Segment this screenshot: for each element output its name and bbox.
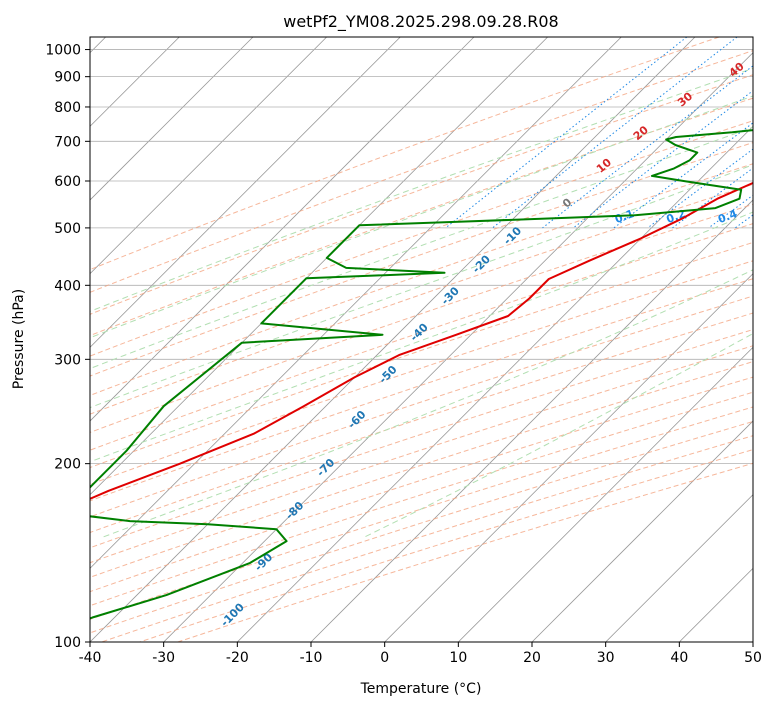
temperature-profile-line bbox=[90, 181, 753, 500]
y-tick-label: 600 bbox=[54, 174, 81, 190]
isotherm-line bbox=[90, 37, 622, 569]
dry-adiabat-line bbox=[90, 97, 753, 337]
dry-adiabat-line bbox=[90, 203, 753, 433]
x-tick-label: -40 bbox=[79, 650, 102, 666]
dry-adiabat-line bbox=[90, 37, 720, 271]
y-tick-label: 800 bbox=[54, 100, 81, 116]
x-tick-label: 10 bbox=[449, 650, 467, 666]
isotherm-line bbox=[384, 273, 753, 642]
y-tick-label: 1000 bbox=[45, 43, 81, 59]
isotherm-line bbox=[90, 37, 254, 201]
wetbulb-label: -20 bbox=[470, 252, 493, 275]
isotherm-line bbox=[458, 346, 753, 642]
isotherm-line bbox=[752, 641, 753, 642]
y-tick-label: 700 bbox=[54, 134, 81, 150]
dry-adiabat-line bbox=[90, 391, 753, 607]
y-tick-label: 200 bbox=[54, 457, 81, 473]
moist-adiabat-line bbox=[90, 164, 753, 409]
isotherm-line bbox=[310, 199, 753, 642]
dry-adiabat-line bbox=[90, 295, 753, 518]
dry-adiabat-line bbox=[90, 345, 753, 564]
dry-adiabat-line bbox=[90, 142, 753, 377]
dry-adiabat-line bbox=[90, 329, 753, 549]
y-tick-label: 900 bbox=[54, 70, 81, 86]
x-tick-label: 20 bbox=[523, 650, 541, 666]
isotherm-line bbox=[163, 52, 753, 642]
isotherm-line bbox=[531, 420, 753, 642]
dry-adiabat-line bbox=[90, 312, 753, 534]
wetbulb-label: -30 bbox=[439, 284, 462, 307]
dry-adiabat-line bbox=[90, 163, 753, 396]
isotherm-line bbox=[90, 37, 696, 642]
dry-adiabat-line bbox=[90, 361, 753, 578]
moist-adiabat-line bbox=[362, 332, 753, 539]
dry-adiabat-line bbox=[90, 376, 753, 593]
lcl-label: 20 bbox=[631, 123, 651, 143]
sounding-profiles bbox=[90, 129, 753, 620]
wetbulb-label: -60 bbox=[345, 408, 368, 431]
dry-adiabat-line bbox=[90, 278, 753, 502]
isotherm-line bbox=[90, 37, 548, 496]
x-tick-label: -30 bbox=[152, 650, 175, 666]
moist-adiabat-line bbox=[90, 67, 753, 312]
wetbulb-label: -100 bbox=[218, 600, 247, 629]
mixing-ratio-label: 0.4 bbox=[716, 207, 739, 226]
y-tick-label: 100 bbox=[54, 635, 81, 651]
dry-adiabat-line bbox=[177, 462, 753, 642]
lcl-label: 30 bbox=[675, 89, 695, 109]
chart-title: wetPf2_YM08.2025.298.09.28.R08 bbox=[283, 12, 558, 32]
isotherm-line bbox=[605, 494, 753, 642]
dry-adiabat-line bbox=[90, 241, 753, 469]
x-tick-label: -10 bbox=[300, 650, 323, 666]
wetbulb-label: -40 bbox=[408, 320, 431, 343]
wetbulb-label: -50 bbox=[376, 363, 399, 386]
isotherm-line bbox=[237, 125, 753, 642]
dewpoint-profile-line bbox=[90, 129, 753, 620]
y-tick-label: 500 bbox=[54, 221, 81, 237]
isotherm-line bbox=[90, 37, 401, 348]
lcl-label: 0 bbox=[560, 195, 574, 210]
isotherm-line bbox=[90, 37, 475, 422]
y-tick-label: 300 bbox=[54, 352, 81, 368]
plot-area bbox=[90, 37, 753, 642]
mixing-ratio-line bbox=[492, 37, 738, 229]
y-tick-label: 400 bbox=[54, 278, 81, 294]
dry-adiabat-line bbox=[90, 74, 753, 315]
dry-adiabat-line bbox=[90, 260, 753, 485]
mixing-ratio-line bbox=[572, 90, 753, 229]
x-tick-label: 30 bbox=[597, 650, 615, 666]
isotherm-line bbox=[679, 567, 753, 642]
mixing-ratio-line bbox=[672, 167, 753, 229]
x-tick-label: 0 bbox=[380, 650, 389, 666]
dry-adiabat-line bbox=[90, 50, 753, 293]
isotherm-line bbox=[90, 37, 327, 275]
dry-adiabat-line bbox=[90, 183, 753, 415]
x-tick-label: -20 bbox=[226, 650, 249, 666]
moist-adiabat-line bbox=[101, 269, 753, 539]
moist-adiabat-line bbox=[90, 211, 753, 463]
x-tick-label: 50 bbox=[744, 650, 762, 666]
y-axis-label: Pressure (hPa) bbox=[11, 289, 27, 389]
axes: -40 -30 -20 -10 0 10 20 30 40 5010020030040050060… bbox=[45, 43, 762, 666]
moist-adiabat-line bbox=[90, 126, 753, 370]
dry-adiabat-line bbox=[90, 120, 753, 357]
plot-frame bbox=[89, 36, 754, 643]
moist-adiabat-line bbox=[90, 95, 753, 339]
mixing-ratio-line bbox=[542, 65, 753, 229]
dry-adiabat-line bbox=[90, 223, 753, 451]
x-tick-label: 40 bbox=[670, 650, 688, 666]
dry-adiabat-line bbox=[101, 435, 753, 642]
wetbulb-label: -70 bbox=[314, 456, 337, 479]
x-axis-label: Temperature (°C) bbox=[360, 681, 482, 697]
